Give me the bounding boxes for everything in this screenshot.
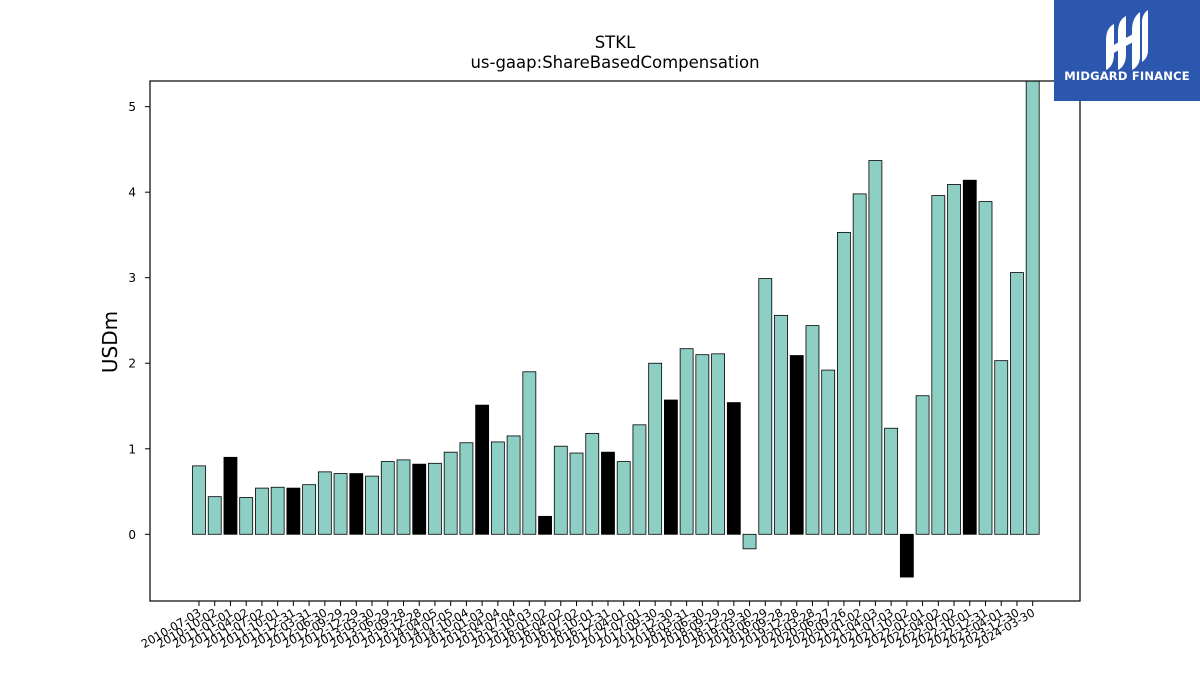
bar-2016-07-02 [569,452,584,535]
bar-2020-06-27 [821,369,836,535]
midgard-monogram-icon [1106,10,1148,70]
y-axis-ticks: 0 1 2 3 4 5 [128,100,150,542]
bar-2013-12-28 [412,463,427,535]
y-tick-label: 2 [128,357,136,371]
x-axis-ticks: 2010-07-032010-10-022011-01-012011-04-02… [139,601,1037,651]
bar-2012-09-29 [333,473,348,535]
bar-2019-12-28 [789,355,804,535]
bar-2022-04-02 [931,195,946,535]
bar-2024-03-30 [1025,80,1040,535]
y-axis-label: USDm [98,311,122,373]
bar-2015-04-04 [490,441,505,535]
bar-2019-06-29 [758,278,773,535]
bar-2016-01-02 [538,515,552,535]
bar-2013-09-28 [396,459,411,535]
bar-2010-07-03 [192,465,206,535]
bar-2011-04-02 [239,497,254,535]
bar-2018-03-31 [679,348,694,535]
bar-2017-09-30 [648,362,663,535]
bar-2017-12-30 [664,399,678,535]
bar-2014-07-05 [443,451,458,535]
bar-2016-12-31 [601,451,615,535]
y-tick-label: 0 [128,528,136,542]
bar-2019-03-30 [742,533,757,550]
bar-2023-04-01 [994,360,1009,535]
y-tick-label: 4 [128,186,136,200]
bar-2020-03-28 [805,325,820,535]
chart-title: STKL [595,33,636,52]
bar-2022-07-02 [947,184,961,535]
midgard-finance-logo: MIDGARD FINANCE [1054,0,1200,101]
bar-2020-09-26 [837,231,851,535]
bar-2011-01-01 [223,456,238,535]
bar-2018-06-30 [695,354,710,535]
bar-2013-03-30 [365,475,379,535]
bar-2015-01-03 [475,404,490,535]
plot-frame [149,80,1081,602]
bar-2014-10-04 [459,442,474,535]
bar-2019-09-28 [774,314,788,535]
y-tick-label: 1 [128,442,136,456]
bar-2011-07-02 [255,487,269,535]
bar-2021-10-02 [899,533,914,578]
y-tick-label: 3 [128,271,136,285]
bar-2022-12-31 [978,201,993,535]
bar-2011-12-31 [286,487,301,535]
chart-subtitle: us-gaap:ShareBasedCompensation [470,53,759,72]
bar-2012-06-30 [317,471,332,535]
bar-2022-10-01 [962,179,977,535]
bar-2013-06-29 [380,461,395,535]
bar-2010-10-02 [207,496,222,535]
bar-2011-10-01 [270,486,285,535]
bars-layer [192,80,1040,578]
bar-2017-07-01 [632,424,647,535]
bar-2015-10-03 [522,371,537,535]
bar-2016-04-02 [553,445,568,535]
bar-2012-03-31 [302,484,317,535]
bar-2018-12-29 [726,402,741,535]
logo-text: MIDGARD FINANCE [1064,69,1190,83]
bar-2017-04-01 [616,461,631,535]
bar-2021-07-03 [884,427,899,535]
bar-2014-04-05 [428,462,442,535]
bar-2023-12-30 [1010,272,1024,535]
bar-2018-09-29 [711,353,725,535]
bar-2012-12-29 [349,473,364,535]
y-tick-label: 5 [128,100,136,114]
bar-2015-07-04 [506,435,521,535]
bar-2022-01-01 [915,395,930,535]
bar-2021-04-03 [868,160,883,535]
bar-2021-01-02 [852,193,867,535]
bar-2016-10-01 [585,432,600,535]
